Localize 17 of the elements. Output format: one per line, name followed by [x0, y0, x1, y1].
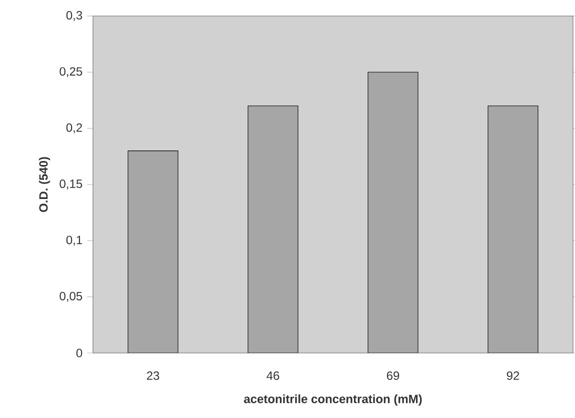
bar — [128, 150, 178, 353]
x-tick-label: 23 — [146, 371, 160, 380]
x-tick-label: 92 — [506, 371, 520, 380]
x-tick-label: 69 — [386, 371, 400, 380]
y-tick-label: 0,25 — [60, 67, 82, 78]
y-axis-title: O.D. (540) — [38, 157, 50, 212]
x-tick-label: 46 — [266, 371, 280, 380]
y-tick-label: 0,2 — [66, 123, 82, 134]
bar — [368, 72, 418, 353]
y-tick-label: 0,15 — [60, 180, 82, 190]
bar — [488, 106, 538, 353]
bar — [248, 106, 298, 353]
y-tick-label: 0,3 — [66, 11, 82, 21]
y-tick-label: 0,05 — [60, 292, 82, 302]
x-axis-title: acetonitrile concentration (mM) — [244, 394, 422, 406]
y-tick-label: 0,1 — [66, 236, 82, 246]
y-tick-label: 0 — [76, 348, 82, 358]
